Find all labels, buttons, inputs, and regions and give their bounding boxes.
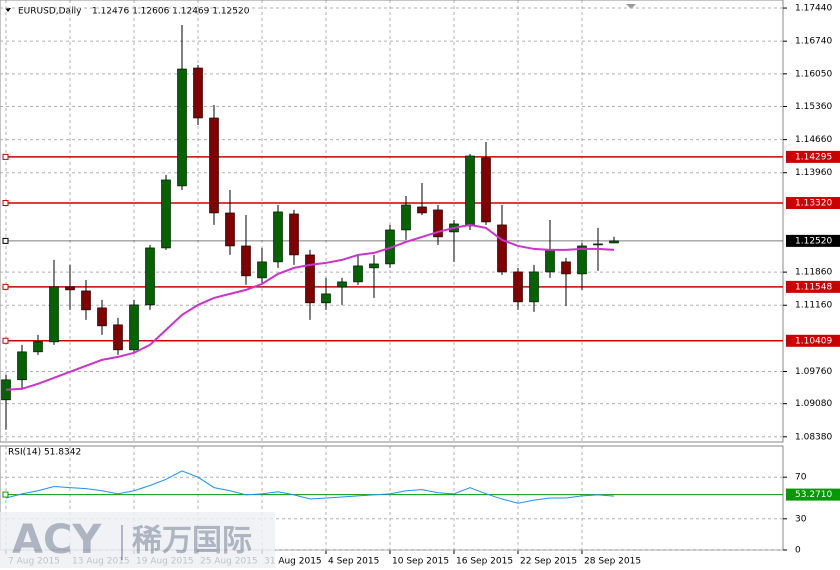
y-tick-label: 70 (795, 473, 807, 483)
candle-body (113, 324, 123, 351)
pane-frame (0, 0, 784, 443)
watermark: ACY 稀万国际 (0, 512, 275, 568)
level-handle (2, 153, 9, 160)
watermark-bg (0, 512, 275, 568)
candle-body (273, 211, 283, 263)
level-label: 1.10409 (795, 336, 832, 346)
candle-body (417, 206, 427, 214)
level-label: 1.12520 (795, 236, 832, 246)
x-tick-label: 10 Sep 2015 (392, 557, 449, 567)
moving-average (5, 223, 615, 391)
level-label: 1.11548 (795, 282, 832, 292)
candle-body (49, 286, 59, 343)
level-handle (2, 491, 9, 498)
candle-body (545, 249, 555, 273)
rsi-line (5, 470, 615, 504)
candle-body (529, 271, 539, 303)
x-tick-label: 28 Sep 2015 (584, 557, 641, 567)
candle-body (97, 307, 107, 327)
candle-body (129, 304, 139, 351)
chart-title: EURUSD,Daily (18, 7, 82, 17)
candle-body (193, 67, 203, 119)
y-tick-label: 1.15360 (795, 102, 832, 112)
y-tick-label: 1.13960 (795, 168, 832, 178)
y-tick-label: 1.11860 (795, 268, 832, 278)
y-tick-label: 1.09760 (795, 367, 832, 377)
candle-body (177, 68, 187, 187)
candle-body (33, 341, 43, 353)
y-tick-label: 1.16740 (795, 37, 832, 47)
x-tick-label: 4 Sep 2015 (328, 557, 379, 567)
level-label: 1.14295 (795, 152, 832, 162)
level-handle (2, 200, 9, 207)
candle-body (241, 245, 251, 277)
candle-body (209, 117, 219, 214)
candle-body (577, 245, 587, 275)
x-tick-label: 16 Sep 2015 (456, 557, 513, 567)
candle-body (465, 155, 475, 227)
candle-body (289, 213, 299, 256)
candle-body (353, 265, 363, 283)
y-tick-label: 1.14660 (795, 135, 832, 145)
candle-body (65, 286, 75, 291)
level-label-box (786, 234, 840, 247)
level-label: 53.2710 (795, 490, 832, 500)
y-tick-label: 0 (795, 546, 801, 556)
y-tick-label: 1.11160 (795, 301, 832, 311)
x-tick-label: 31 Aug 2015 (264, 557, 322, 567)
candle-body (161, 179, 171, 249)
candle-body (305, 254, 315, 304)
y-tick-label: 30 (795, 514, 807, 524)
watermark-name: 稀万国际 (132, 524, 252, 559)
level-label-box (786, 197, 840, 210)
y-tick-label: 1.17440 (795, 4, 832, 14)
candle-body (401, 204, 411, 231)
level-handle (2, 283, 9, 290)
candle-body (225, 212, 235, 247)
candle-body (321, 293, 331, 304)
candle-body (513, 271, 523, 303)
candle-body (561, 261, 571, 275)
level-label-box (786, 488, 840, 501)
candle-body (145, 247, 155, 306)
ohlc-info: 1.12476 1.12606 1.12469 1.12520 (92, 7, 250, 17)
candle-body (497, 224, 507, 273)
candle-body (433, 209, 443, 238)
watermark-brand: ACY (12, 517, 102, 563)
candle-body (481, 157, 491, 223)
level-label-box (786, 334, 840, 347)
y-tick-label: 1.16050 (795, 69, 832, 79)
level-label-box (786, 150, 840, 163)
candle-body (257, 261, 267, 279)
candle-body (609, 240, 619, 244)
x-tick-label: 22 Sep 2015 (520, 557, 577, 567)
candle-body (17, 351, 27, 381)
rsi-title: RSI(14) 51.8342 (8, 448, 81, 458)
candle-body (369, 263, 379, 269)
shift-marker (626, 4, 636, 9)
candle-body (337, 281, 347, 288)
level-handle (2, 337, 9, 344)
candle-body (593, 243, 603, 246)
y-tick-label: 1.09080 (795, 399, 832, 409)
level-handle (2, 237, 9, 244)
level-label-box (786, 280, 840, 293)
y-tick-label: 1.08380 (795, 432, 832, 442)
level-label: 1.13320 (795, 199, 832, 209)
candle-body (81, 290, 91, 311)
